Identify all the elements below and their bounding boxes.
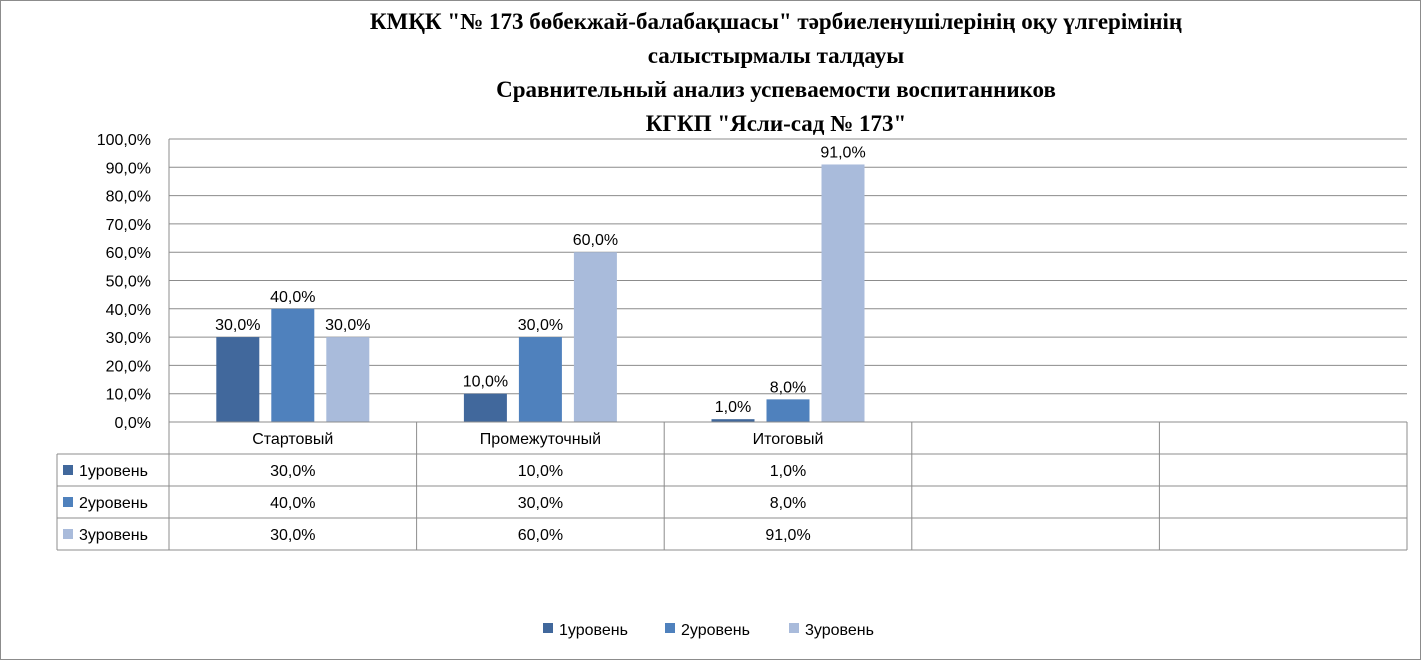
table-cell: 10,0% xyxy=(518,463,563,480)
table-cell: 40,0% xyxy=(270,495,315,512)
y-tick-label: 80,0% xyxy=(106,189,151,206)
table-cell: 8,0% xyxy=(770,495,806,512)
chart-title-line: Сравнительный анализ успеваемости воспит… xyxy=(496,77,1056,102)
y-tick-label: 20,0% xyxy=(106,358,151,375)
bar-3уровень-промежуточный xyxy=(573,252,617,422)
table-legend-swatch xyxy=(63,465,73,475)
table-cell: 30,0% xyxy=(518,495,563,512)
data-label: 91,0% xyxy=(820,144,865,161)
y-tick-label: 0,0% xyxy=(115,415,151,432)
legend-label: 3уровень xyxy=(805,622,874,639)
data-table: Стартовый Промежуточный Итоговый 1уровень 30… xyxy=(56,421,1408,551)
table-category-header: Итоговый xyxy=(753,431,824,448)
y-tick-label: 60,0% xyxy=(106,245,151,262)
table-cell: 30,0% xyxy=(270,463,315,480)
data-label: 1,0% xyxy=(715,399,751,416)
chart-title-line: салыстырмалы талдауы xyxy=(648,43,904,68)
legend: 1уровень 2уровень 3уровень xyxy=(543,622,874,639)
data-labels: 30,0% 40,0% 30,0% 10,0% 30,0% 60,0% 1,0% 8,0% 91… xyxy=(215,144,866,416)
y-tick-label: 90,0% xyxy=(106,160,151,177)
y-tick-label: 70,0% xyxy=(106,217,151,234)
data-label: 30,0% xyxy=(518,317,563,334)
bar-2уровень-промежуточный xyxy=(518,337,562,422)
chart-title: КМҚК "№ 173 бөбекжай-балабақшасы" тәрбие… xyxy=(370,9,1182,136)
bars xyxy=(216,164,865,422)
y-tick-label: 10,0% xyxy=(106,387,151,404)
table-series-name: 3уровень xyxy=(79,527,148,544)
chart-title-line: КГКП "Ясли-сад № 173" xyxy=(646,111,907,136)
y-tick-label: 30,0% xyxy=(106,330,151,347)
legend-swatch-3уровень xyxy=(789,623,799,633)
table-legend-swatch xyxy=(63,497,73,507)
bar-3уровень-итоговый xyxy=(821,164,865,422)
y-tick-label: 50,0% xyxy=(106,274,151,291)
table-legend-swatch xyxy=(63,529,73,539)
chart-title-line: КМҚК "№ 173 бөбекжай-балабақшасы" тәрбие… xyxy=(370,9,1182,34)
data-label: 40,0% xyxy=(270,289,315,306)
table-cell: 30,0% xyxy=(270,527,315,544)
legend-swatch-1уровень xyxy=(543,623,553,633)
y-axis-ticks: 0,0% 10,0% 20,0% 30,0% 40,0% 50,0% 60,0% 70,0% 8… xyxy=(97,132,151,432)
data-label: 10,0% xyxy=(463,374,508,391)
bar-3уровень-стартовый xyxy=(326,337,370,422)
y-tick-label: 100,0% xyxy=(97,132,151,149)
legend-label: 1уровень xyxy=(559,622,628,639)
bar-1уровень-промежуточный xyxy=(463,393,507,422)
data-label: 30,0% xyxy=(215,317,260,334)
table-category-header: Стартовый xyxy=(252,431,333,448)
table-series-name: 2уровень xyxy=(79,495,148,512)
y-tick-label: 40,0% xyxy=(106,302,151,319)
data-label: 8,0% xyxy=(770,379,806,396)
bar-2уровень-итоговый xyxy=(766,399,810,422)
bar-2уровень-стартовый xyxy=(271,308,315,422)
gridlines xyxy=(168,138,1407,423)
table-cell: 1,0% xyxy=(770,463,806,480)
table-cell: 91,0% xyxy=(765,527,810,544)
legend-label: 2уровень xyxy=(681,622,750,639)
table-category-header: Промежуточный xyxy=(480,431,601,448)
table-series-name: 1уровень xyxy=(79,463,148,480)
table-cell: 60,0% xyxy=(518,527,563,544)
data-label: 30,0% xyxy=(325,317,370,334)
legend-swatch-2уровень xyxy=(665,623,675,633)
bar-1уровень-стартовый xyxy=(216,337,260,422)
data-label: 60,0% xyxy=(573,232,618,249)
bar-1уровень-итоговый xyxy=(711,419,755,422)
